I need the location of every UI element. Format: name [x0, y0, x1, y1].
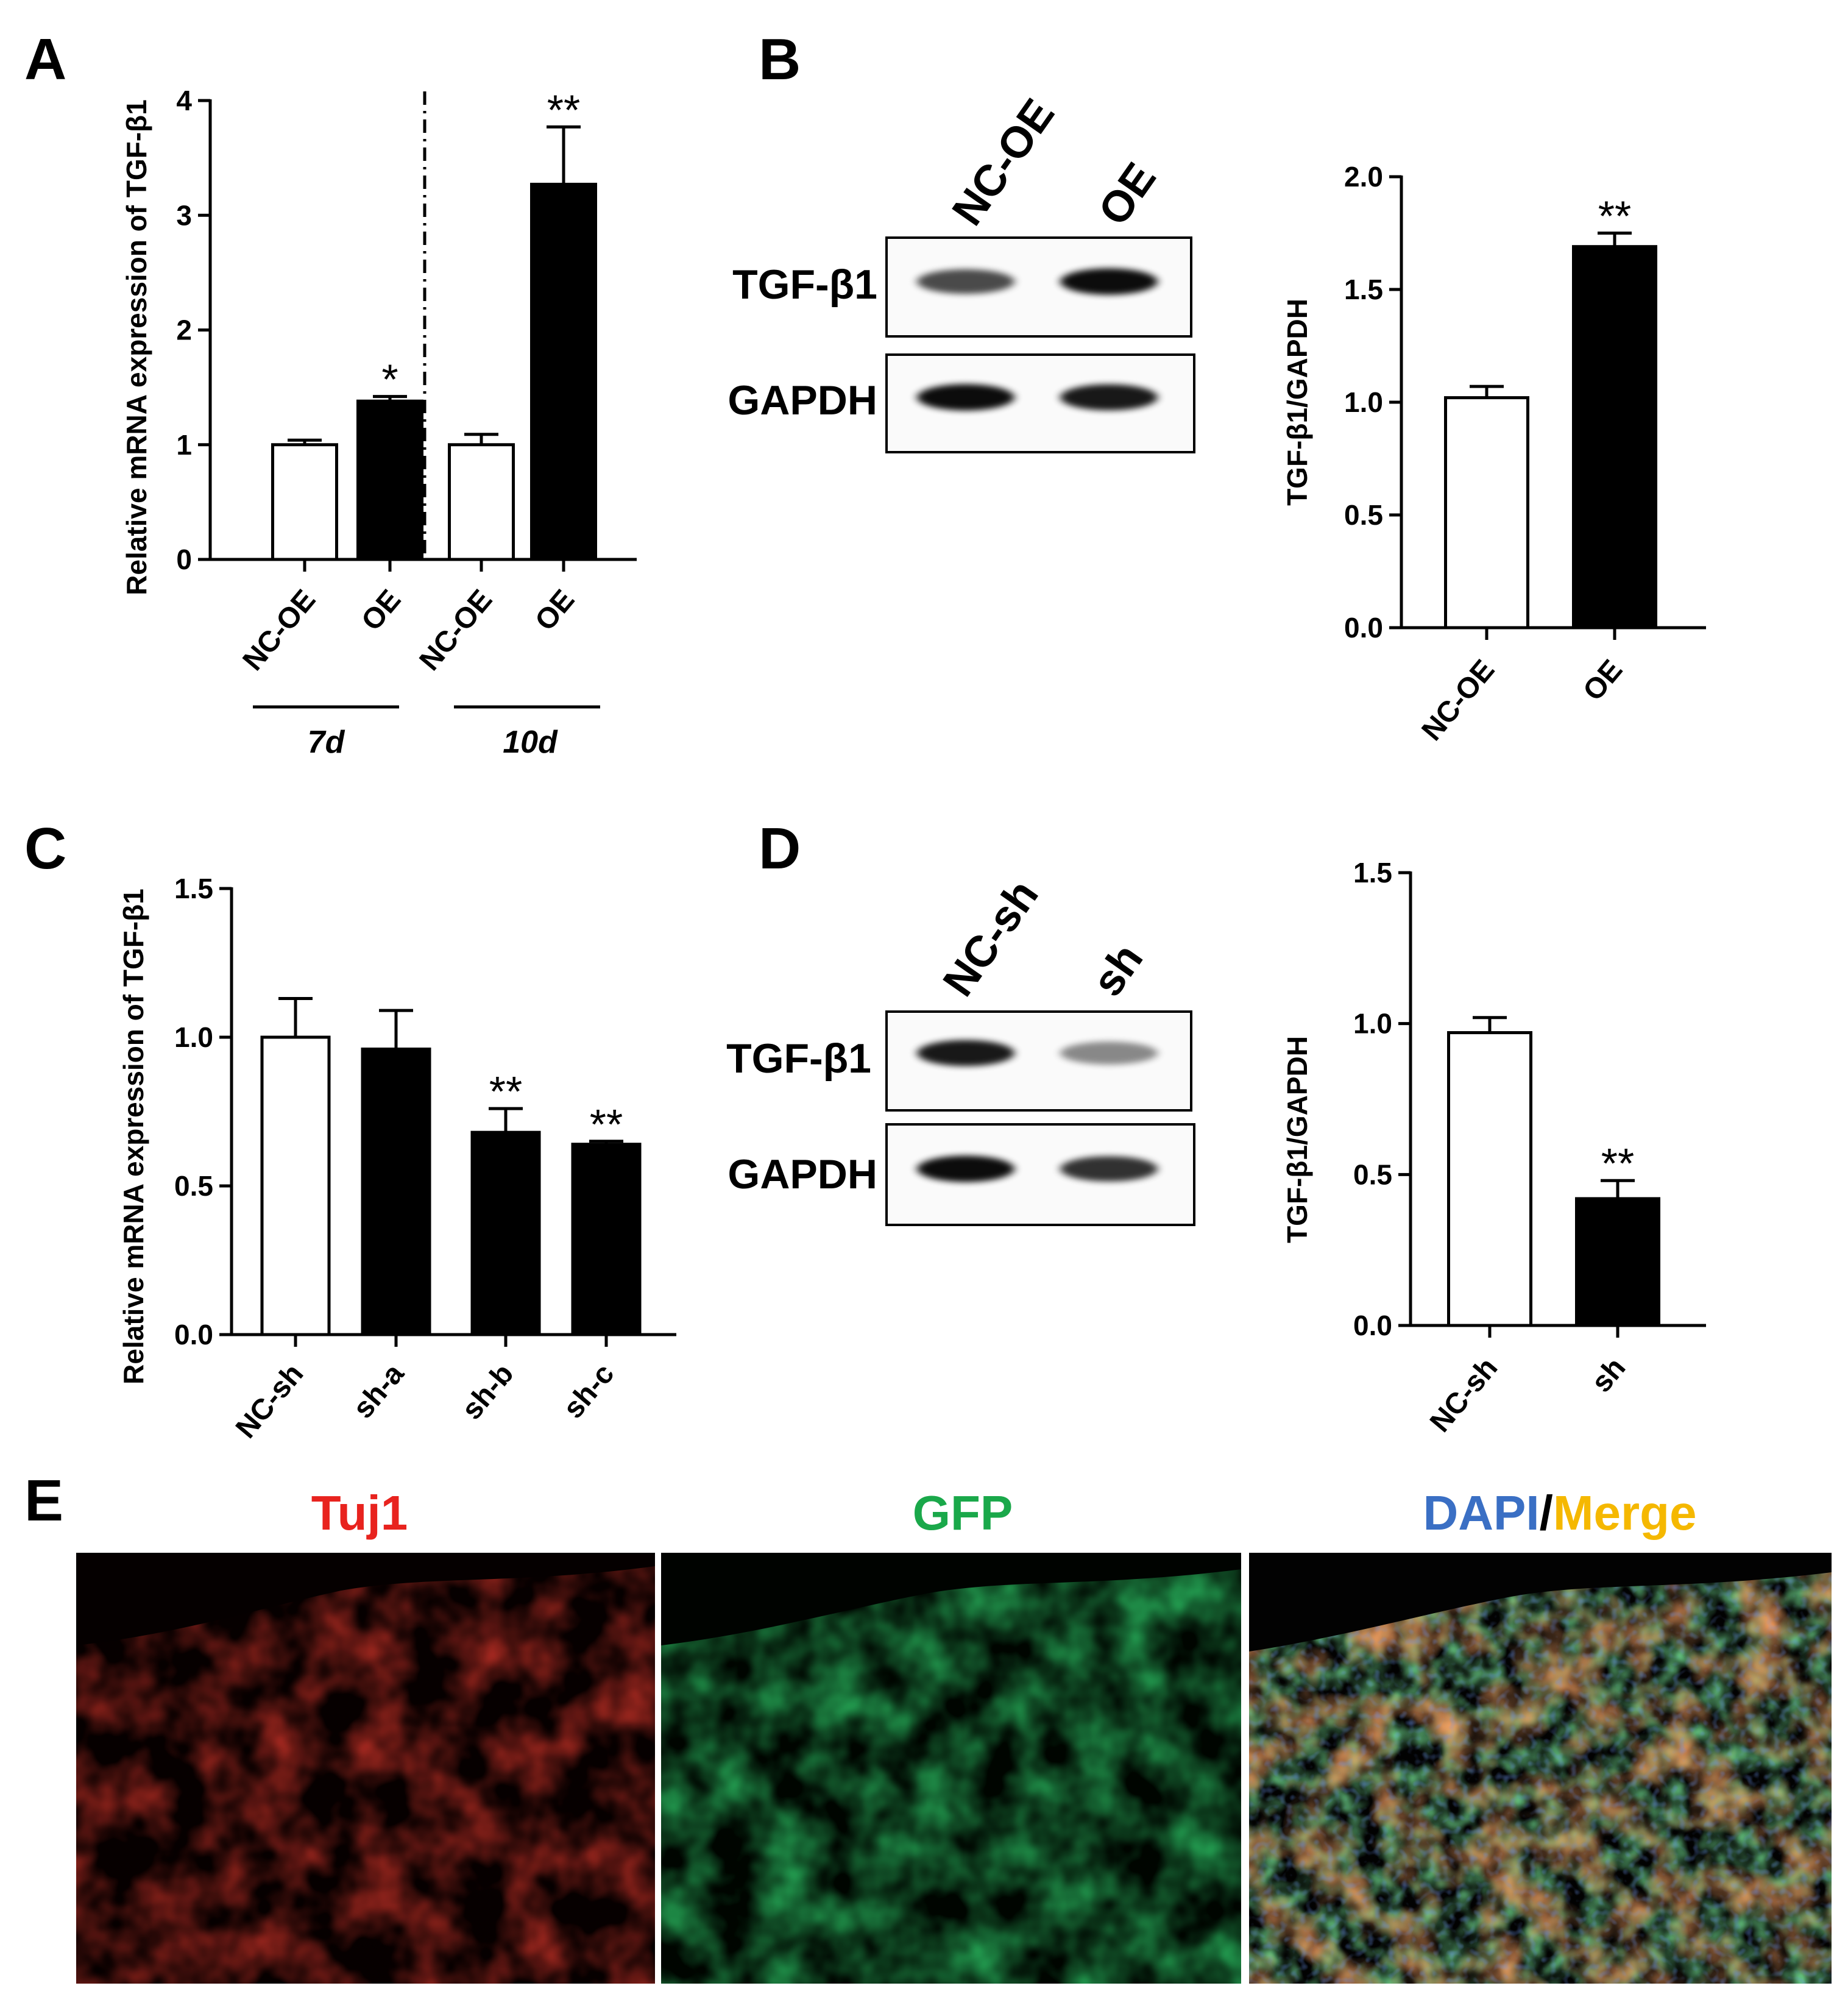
- bar: [470, 1130, 541, 1336]
- chart-d-y-label: TGF-β1/GAPDH: [1281, 1036, 1313, 1243]
- y-tick-label: 1.0: [1353, 1008, 1392, 1040]
- bar: [356, 399, 423, 561]
- blot-d-row-label: TGF-β1: [726, 1035, 871, 1082]
- y-tick-label: 1.5: [174, 873, 213, 904]
- blot-band: [1060, 1041, 1158, 1065]
- y-tick-label: 0.0: [1344, 612, 1383, 644]
- blot-d-row-label: GAPDH: [728, 1151, 877, 1197]
- blot-band: [917, 1040, 1014, 1066]
- y-tick-label: 0: [176, 544, 192, 575]
- blot-band: [1060, 1156, 1158, 1182]
- bar: [1444, 396, 1529, 630]
- chart-b: TGF-β1/GAPDH 0.0 0.5 1.0 1.5 2.0 NC-OE OE **: [1281, 161, 1706, 747]
- x-category-label: NC-OE: [413, 584, 498, 677]
- y-tick-label: 2.0: [1344, 161, 1383, 193]
- blot-band: [1060, 384, 1158, 411]
- y-tick-label: 1.0: [1344, 386, 1383, 418]
- blot-band: [917, 384, 1014, 411]
- blot-d-lane-label: sh: [1083, 935, 1153, 1005]
- panel-letter-e: E: [24, 1468, 63, 1533]
- panel-letter-b: B: [759, 27, 801, 92]
- bar: [260, 1035, 331, 1336]
- blot-d-lane-label: NC-sh: [934, 871, 1048, 1006]
- blot-b-row-label: TGF-β1: [732, 261, 877, 308]
- bar: [1572, 245, 1657, 630]
- bar: [571, 1143, 642, 1336]
- y-tick-label: 1.5: [1344, 274, 1383, 305]
- if-label-merge-header: DAPI/Merge: [1423, 1486, 1697, 1540]
- blot-b-lane-label: OE: [1089, 154, 1166, 234]
- x-category-label: NC-sh: [230, 1358, 310, 1444]
- bar: [530, 182, 597, 561]
- x-category-label: sh: [1585, 1352, 1632, 1399]
- significance-marker: **: [489, 1068, 522, 1115]
- bar: [271, 443, 338, 561]
- x-category-label: OE: [355, 584, 407, 637]
- y-tick-label: 0.5: [174, 1170, 213, 1202]
- y-tick-label: 1.5: [1353, 857, 1392, 889]
- x-category-label: OE: [1577, 654, 1629, 707]
- blot-band: [917, 1155, 1014, 1182]
- if-label-merge: Merge: [1553, 1486, 1697, 1540]
- x-category-label: sh-a: [347, 1358, 410, 1425]
- if-label-tuj1: Tuj1: [311, 1486, 408, 1540]
- significance-marker: **: [547, 86, 580, 133]
- panel-letter-a: A: [24, 27, 66, 92]
- panel-letter-c: C: [24, 816, 66, 881]
- if-label-slash: /: [1540, 1486, 1553, 1540]
- y-tick-label: 0.5: [1353, 1158, 1392, 1190]
- significance-marker: **: [1601, 1140, 1634, 1187]
- bar: [361, 1048, 431, 1336]
- if-label-gfp: GFP: [913, 1486, 1013, 1540]
- x-category-label: NC-OE: [236, 584, 322, 677]
- x-category-label: NC-sh: [1424, 1352, 1504, 1438]
- significance-marker: **: [1598, 193, 1631, 240]
- chart-b-y-label: TGF-β1/GAPDH: [1281, 299, 1313, 506]
- bar: [1447, 1031, 1532, 1327]
- blot-b: NC-OE OE TGF-β1 GAPDH: [728, 90, 1195, 453]
- chart-a-group-10d: 10d: [503, 725, 558, 760]
- y-tick-label: 3: [176, 199, 192, 231]
- y-tick-label: 0.0: [1353, 1310, 1392, 1341]
- panel-letter-d: D: [759, 816, 801, 881]
- x-category-label: NC-OE: [1415, 654, 1501, 747]
- significance-marker: *: [381, 356, 398, 403]
- chart-d: TGF-β1/GAPDH 0.0 0.5 1.0 1.5 NC-sh sh **: [1281, 857, 1706, 1438]
- if-image-tuj1: [76, 1553, 655, 1984]
- chart-c: Relative mRNA expression of TGF-β1 0.0 0.…: [118, 873, 676, 1444]
- y-tick-label: 4: [176, 85, 192, 116]
- y-tick-label: 1.0: [174, 1021, 213, 1053]
- blot-band: [917, 269, 1014, 294]
- y-tick-label: 1: [176, 429, 192, 461]
- y-tick-label: 0.0: [174, 1319, 213, 1350]
- chart-a: Relative mRNA expression of TGF-β1 0 1 2 3 4…: [121, 85, 637, 709]
- blot-d: NC-sh sh TGF-β1 GAPDH: [726, 871, 1195, 1226]
- y-tick-label: 2: [176, 314, 192, 346]
- chart-a-y-label: Relative mRNA expression of TGF-β1: [121, 99, 152, 595]
- blot-b-lane-label: NC-OE: [943, 90, 1064, 234]
- chart-c-y-label: Relative mRNA expression of TGF-β1: [118, 889, 149, 1385]
- blot-band: [1060, 268, 1158, 295]
- significance-marker: **: [590, 1101, 623, 1148]
- chart-a-group-7d: 7d: [308, 725, 345, 760]
- if-label-dapi: DAPI: [1423, 1486, 1540, 1540]
- if-image-merge: [1249, 1553, 1832, 1984]
- blot-b-row-label: GAPDH: [728, 377, 877, 424]
- x-category-label: OE: [529, 584, 581, 637]
- x-category-label: sh-c: [557, 1358, 620, 1425]
- bar: [448, 443, 515, 561]
- x-category-label: sh-b: [456, 1358, 520, 1426]
- y-tick-label: 0.5: [1344, 499, 1383, 531]
- if-image-gfp: [661, 1553, 1241, 1984]
- bar: [1575, 1197, 1660, 1327]
